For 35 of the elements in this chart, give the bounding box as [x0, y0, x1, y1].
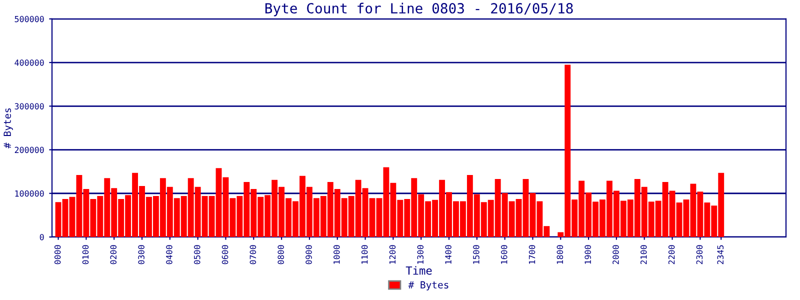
x-tick-label: 0200: [110, 245, 117, 264]
x-tick-label: 1400: [445, 245, 452, 264]
y-tick-label: 0: [40, 234, 44, 240]
x-tick-label: 2345: [717, 245, 724, 264]
x-tick-label: 1100: [361, 245, 368, 264]
y-tick-label: 500000: [14, 16, 44, 22]
x-tick-label: 0500: [194, 245, 200, 264]
x-tick-label: 0700: [250, 245, 256, 264]
x-tick-label: 0800: [278, 245, 284, 264]
x-tick-label: 1700: [528, 245, 536, 264]
x-tick-label: 0400: [166, 245, 172, 264]
legend-label: # Bytes: [408, 281, 448, 290]
x-tick-label: 1200: [389, 245, 396, 264]
x-tick-label: 2200: [668, 245, 675, 264]
x-tick-label: 2300: [696, 245, 703, 264]
y-tick-label: 200000: [14, 146, 44, 154]
x-tick-label: 2000: [612, 245, 619, 264]
x-tick-label: 1500: [473, 245, 480, 264]
x-tick-label: 0100: [82, 245, 89, 264]
x-tick-label: 2100: [640, 245, 647, 264]
y-tick-label: 400000: [14, 60, 44, 66]
x-tick-label: 0000: [54, 245, 61, 264]
x-tick-label: 0600: [222, 245, 228, 264]
y-tick-label: 300000: [14, 103, 44, 110]
x-tick-label: 1600: [500, 245, 508, 264]
y-axis-title: # Bytes: [4, 108, 13, 148]
y-tick-label: 100000: [15, 190, 44, 197]
x-tick-label: 1000: [334, 245, 340, 264]
chart-title: Byte Count for Line 0803 - 2016/05/18: [265, 2, 573, 16]
x-tick-label: 1800: [556, 245, 564, 264]
x-tick-label: 0900: [306, 245, 312, 264]
x-axis-title: Time: [406, 266, 432, 275]
x-tick-label: 1900: [584, 245, 591, 264]
x-tick-label: 0300: [138, 245, 144, 264]
x-tick-label: 1300: [417, 245, 424, 264]
